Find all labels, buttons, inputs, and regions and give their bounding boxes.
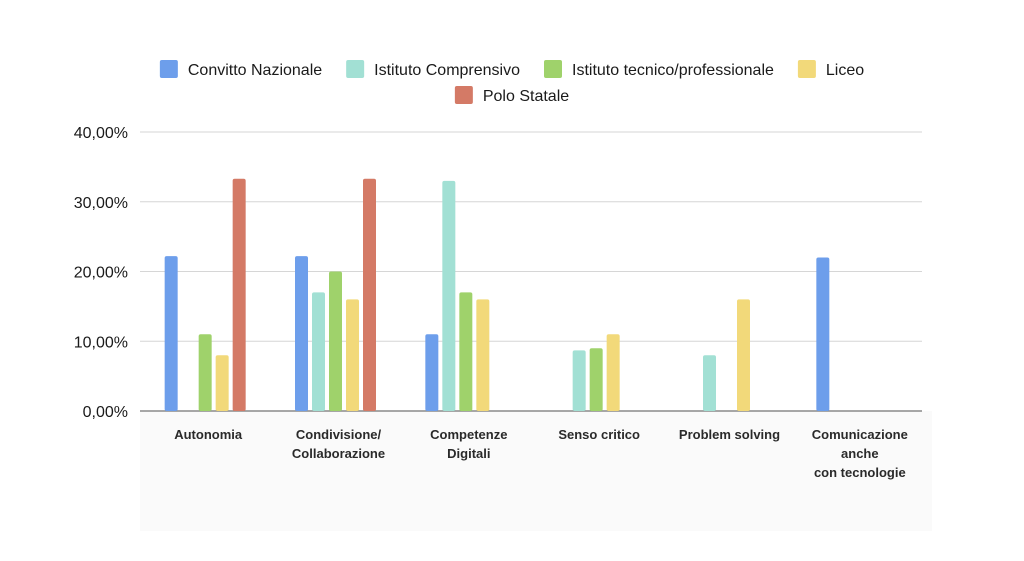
x-tick-label: Autonomia	[174, 427, 243, 442]
x-tick-label: anche	[841, 446, 879, 461]
bar-polo-statale	[363, 178, 376, 411]
bar-liceo	[215, 355, 229, 411]
bar-istituto-comprensivo	[312, 292, 325, 411]
y-tick-label: 40,00%	[74, 125, 128, 142]
bar-istituto-tecnico-professionale	[198, 334, 212, 411]
legend-label: Istituto tecnico/professionale	[572, 62, 774, 79]
bar-polo-statale	[232, 178, 246, 411]
bar-istituto-comprensivo	[442, 180, 456, 411]
bar-istituto-comprensivo	[572, 350, 586, 411]
bar-istituto-tecnico-professionale	[589, 348, 603, 411]
x-tick-label: Competenze	[430, 427, 507, 442]
x-tick-label: Problem solving	[679, 427, 780, 442]
y-tick-label: 30,00%	[74, 195, 128, 212]
bar-liceo	[606, 334, 620, 411]
x-axis-label-panel	[140, 411, 932, 531]
legend-label: Istituto Comprensivo	[374, 62, 520, 79]
legend-swatch	[346, 60, 365, 78]
bar-liceo	[737, 299, 750, 411]
bar-liceo	[346, 299, 359, 411]
legend-swatch	[159, 60, 178, 78]
x-tick-label: Senso critico	[558, 427, 640, 442]
x-tick-label: con tecnologie	[814, 465, 906, 480]
bar-convitto-nazionale	[295, 256, 308, 411]
bar-istituto-tecnico-professionale	[459, 292, 473, 411]
bar-istituto-comprensivo	[703, 355, 716, 411]
x-tick-label: Comunicazione	[812, 427, 908, 442]
legend-swatch	[544, 60, 562, 78]
legend-label: Polo Statale	[483, 88, 569, 105]
legend-swatch	[454, 86, 473, 104]
legend-label: Convitto Nazionale	[188, 62, 322, 79]
bar-convitto-nazionale	[164, 256, 178, 411]
bar-convitto-nazionale	[425, 334, 439, 411]
bar-istituto-tecnico-professionale	[329, 271, 342, 411]
x-tick-label: Collaborazione	[292, 446, 385, 461]
bar-liceo	[476, 299, 490, 411]
y-tick-label: 10,00%	[74, 334, 128, 351]
x-tick-label: Condivisione/	[296, 427, 382, 442]
x-tick-label: Digitali	[447, 446, 490, 461]
bar-convitto-nazionale	[816, 257, 830, 411]
y-tick-label: 0,00%	[83, 404, 128, 421]
legend-label: Liceo	[826, 62, 864, 79]
legend-swatch	[797, 60, 816, 78]
y-tick-label: 20,00%	[74, 265, 128, 282]
